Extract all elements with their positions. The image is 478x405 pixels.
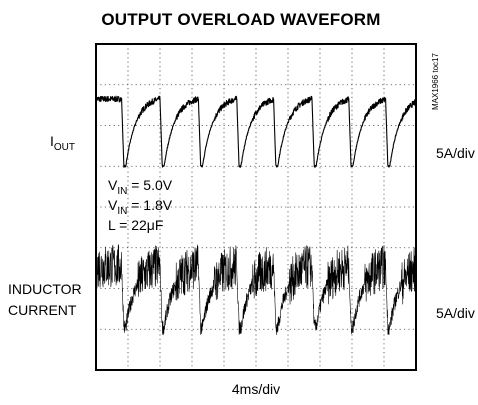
condition-vin-symbol: V xyxy=(108,177,118,193)
condition-inductance: L = 22μF xyxy=(108,217,163,233)
iout-label-main: I xyxy=(50,133,54,149)
chart-title: OUTPUT OVERLOAD WAVEFORM xyxy=(101,10,380,29)
traces xyxy=(95,95,417,336)
inductor-current-label-line2: CURRENT xyxy=(8,302,77,318)
condition-vout-subscript: IN xyxy=(117,206,127,217)
figure-id-tag: MAX1966 toc17 xyxy=(431,53,440,110)
inductor-current-label-line1: INDUCTOR xyxy=(8,281,82,297)
condition-vout-value: = 1.8V xyxy=(127,197,172,213)
x-axis-label: 4ms/div xyxy=(232,381,280,397)
condition-vout-symbol: V xyxy=(108,197,118,213)
graticule xyxy=(96,44,416,370)
iout-trace xyxy=(95,95,417,168)
iout-label: IOUT xyxy=(50,133,75,153)
inductor-scale-label: 5A/div xyxy=(436,305,475,321)
condition-vin: VIN = 5.0V xyxy=(108,177,173,197)
inductor-current-trace xyxy=(95,244,417,336)
condition-inductance-symbol: L xyxy=(108,217,116,233)
condition-vout: VIN = 1.8V xyxy=(108,197,173,217)
condition-vin-value: = 5.0V xyxy=(127,177,172,193)
condition-vin-subscript: IN xyxy=(117,186,127,197)
condition-inductance-value: = 22μF xyxy=(115,217,163,233)
iout-label-subscript: OUT xyxy=(54,142,75,153)
iout-scale-label: 5A/div xyxy=(436,145,475,161)
plot-frame xyxy=(95,43,417,371)
